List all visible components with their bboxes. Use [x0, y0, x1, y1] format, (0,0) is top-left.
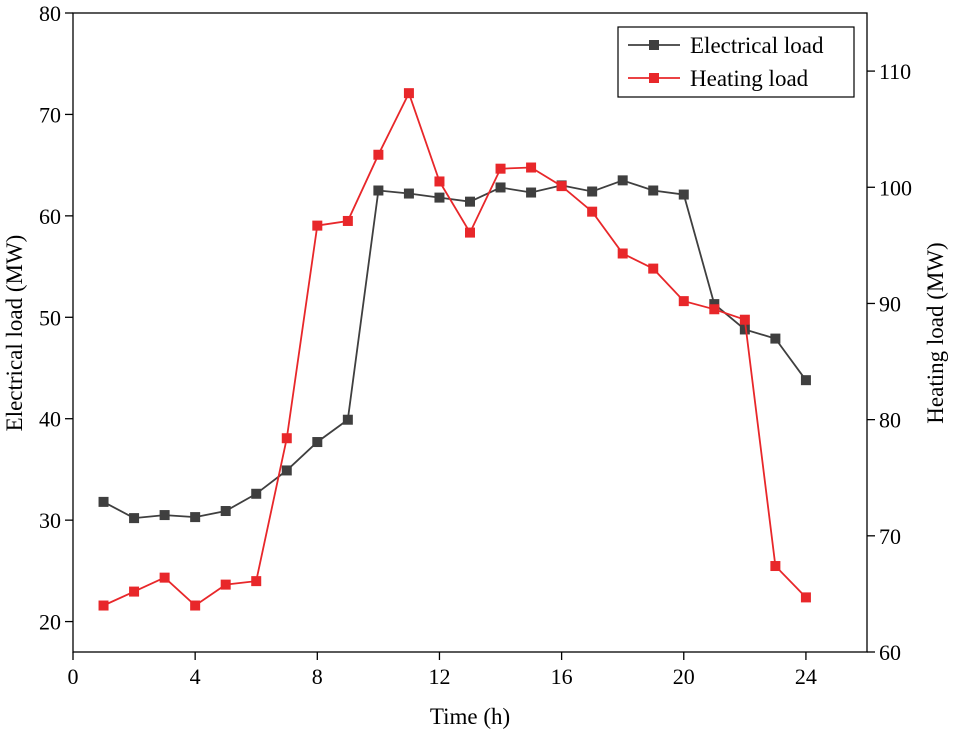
data-point-heating-load	[770, 561, 781, 572]
x-tick-label: 12	[428, 664, 450, 689]
data-point-heating-load	[373, 149, 384, 160]
data-point-electrical-load	[617, 175, 628, 186]
series-electrical-load	[98, 175, 811, 524]
x-axis: 0 4 8 12 16 20 24	[68, 652, 817, 689]
data-point-heating-load	[648, 263, 659, 274]
data-point-electrical-load	[190, 512, 201, 523]
legend-box	[617, 26, 855, 98]
data-point-heating-load	[434, 176, 445, 187]
legend-marker-electrical-load	[649, 40, 659, 50]
data-point-heating-load	[342, 215, 353, 226]
data-point-heating-load	[251, 576, 262, 587]
y-left-tick-label: 70	[39, 102, 61, 127]
data-point-heating-load	[190, 600, 201, 611]
data-point-electrical-load	[770, 333, 781, 344]
data-point-electrical-load	[403, 188, 414, 199]
data-point-electrical-load	[739, 324, 750, 335]
data-point-electrical-load	[465, 196, 475, 207]
data-point-electrical-load	[709, 299, 720, 310]
y-left-tick-label: 80	[39, 1, 61, 26]
data-point-heating-load	[129, 586, 140, 597]
y-right-tick-label: 60	[879, 640, 901, 665]
y-right-tick-label: 100	[879, 175, 912, 200]
data-point-electrical-load	[587, 186, 598, 197]
legend-label-electrical-load: Electrical load	[690, 33, 824, 58]
data-point-heating-load	[800, 592, 811, 603]
y-right-tick-label: 80	[879, 408, 901, 433]
series-heating-load	[98, 88, 811, 611]
x-tick-label: 24	[795, 664, 817, 689]
legend: Electrical load Heating load	[617, 26, 855, 98]
data-point-heating-load	[678, 296, 689, 307]
data-point-electrical-load	[800, 375, 811, 386]
y-right-tick-label: 110	[879, 59, 911, 84]
y-left-tick-label: 50	[39, 305, 61, 330]
data-point-heating-load	[159, 572, 170, 583]
data-point-electrical-load	[312, 437, 323, 448]
data-point-electrical-load	[373, 185, 384, 196]
data-point-electrical-load	[526, 187, 537, 198]
y-right-tick-label: 90	[879, 291, 901, 316]
data-point-electrical-load	[220, 506, 231, 517]
legend-marker-heating-load	[649, 73, 659, 83]
plot-area-border	[72, 12, 868, 653]
data-point-heating-load	[220, 579, 231, 590]
data-point-heating-load	[312, 220, 323, 231]
data-point-heating-load	[465, 227, 475, 238]
x-axis-title: Time (h)	[430, 704, 510, 729]
data-point-electrical-load	[495, 182, 506, 193]
data-point-electrical-load	[281, 465, 292, 476]
data-point-electrical-load	[648, 185, 659, 196]
y-axis-left-title: Electrical load (MW)	[2, 235, 27, 432]
y-left-tick-label: 20	[39, 610, 61, 635]
y-axis-right: 60 70 80 90 100 110	[867, 59, 912, 665]
data-point-heating-load	[403, 88, 414, 99]
data-point-electrical-load	[159, 510, 170, 521]
x-tick-label: 16	[551, 664, 573, 689]
x-tick-label: 8	[312, 664, 323, 689]
data-point-heating-load	[98, 600, 109, 611]
x-tick-label: 20	[673, 664, 695, 689]
plot-frame	[72, 12, 868, 653]
data-point-electrical-load	[251, 488, 262, 499]
data-point-heating-load	[617, 248, 628, 259]
data-point-electrical-load	[129, 513, 140, 524]
data-point-heating-load	[587, 206, 598, 217]
series-layer	[98, 88, 811, 611]
y-left-tick-label: 60	[39, 204, 61, 229]
y-left-tick-label: 30	[39, 508, 61, 533]
legend-label-heating-load: Heating load	[690, 66, 809, 91]
data-point-heating-load	[556, 181, 567, 192]
data-point-heating-load	[739, 314, 750, 325]
y-left-tick-label: 40	[39, 407, 61, 432]
series-line-heating-load	[103, 90, 807, 607]
x-tick-label: 4	[190, 664, 201, 689]
y-axis-left: 20 30 40 50 60 70 80	[39, 1, 73, 635]
data-point-heating-load	[281, 433, 292, 444]
data-point-heating-load	[709, 304, 720, 315]
y-axis-right-title: Heating load (MW)	[923, 242, 948, 423]
data-point-heating-load	[495, 163, 506, 174]
data-point-electrical-load	[342, 414, 353, 425]
x-tick-label: 0	[68, 664, 79, 689]
series-line-electrical-load	[103, 179, 807, 520]
y-right-tick-label: 70	[879, 524, 901, 549]
data-point-electrical-load	[678, 189, 689, 200]
data-point-electrical-load	[98, 496, 109, 507]
data-point-electrical-load	[434, 192, 445, 203]
data-point-heating-load	[526, 162, 537, 173]
